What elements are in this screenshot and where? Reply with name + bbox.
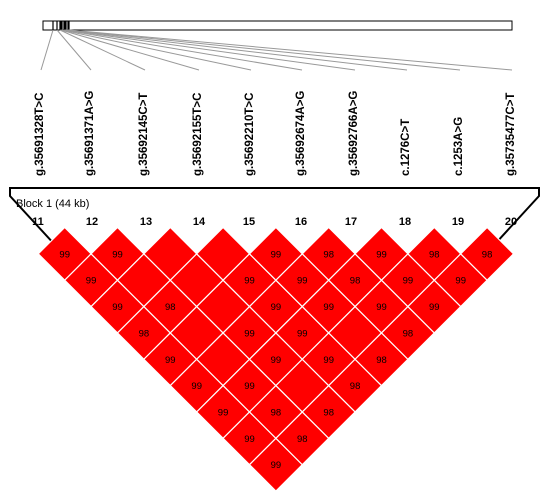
snp-label: c.1253A>G xyxy=(453,117,465,176)
marker-number: 18 xyxy=(399,216,411,228)
ld-value: 98 xyxy=(139,328,150,339)
marker-number: 12 xyxy=(86,216,98,228)
ld-value: 99 xyxy=(244,434,255,445)
snp-label: g.35692210T>C xyxy=(244,93,256,176)
ld-value: 99 xyxy=(244,276,255,287)
marker-number: 13 xyxy=(140,216,152,228)
marker-number: 17 xyxy=(345,216,357,228)
snp-connector-lines xyxy=(40,29,513,71)
ld-value: 98 xyxy=(482,249,493,260)
ld-cells: 99 99 99 98 99 99 99 99 99 99 98 99 98 98 99 99 98 99 99 99… xyxy=(37,226,515,492)
snp-connector-line xyxy=(59,29,146,71)
ld-value: 99 xyxy=(376,249,387,260)
ld-value: 99 xyxy=(165,355,176,366)
snp-connector-line xyxy=(61,29,252,71)
ld-value: 99 xyxy=(271,460,282,471)
ld-value: 99 xyxy=(297,276,308,287)
marker-number: 11 xyxy=(32,216,44,228)
snp-connector-line xyxy=(63,29,303,71)
ld-value: 98 xyxy=(403,328,414,339)
ld-value: 99 xyxy=(323,355,334,366)
snp-connector-line xyxy=(60,29,200,71)
block-title: Block 1 (44 kb) xyxy=(16,198,89,210)
marker-number: 14 xyxy=(193,216,206,228)
ld-value: 98 xyxy=(429,249,440,260)
ld-value: 99 xyxy=(271,302,282,313)
ld-value: 99 xyxy=(86,276,97,287)
snp-position-ticks xyxy=(52,21,70,30)
snp-labels: g.35691328T>C g.35691371A>G g.35692145C>T g… xyxy=(34,91,517,176)
snp-label: g.35735477C>T xyxy=(505,93,517,176)
snp-label: c.1276C>T xyxy=(400,119,412,176)
marker-number: 15 xyxy=(243,216,255,228)
snp-label: g.35691371A>G xyxy=(84,91,96,176)
snp-connector-line xyxy=(40,29,54,71)
ld-value: 99 xyxy=(191,381,202,392)
ld-value: 98 xyxy=(350,276,361,287)
ld-value: 99 xyxy=(271,249,282,260)
ld-value: 99 xyxy=(429,302,440,313)
ld-value: 98 xyxy=(350,381,361,392)
snp-label: g.35692155T>C xyxy=(192,93,204,176)
snp-connector-line xyxy=(65,29,408,71)
marker-number: 20 xyxy=(505,216,517,228)
ld-value: 99 xyxy=(455,276,466,287)
marker-numbers: 11 12 13 14 15 16 17 18 19 20 xyxy=(32,216,517,228)
ld-value: 99 xyxy=(244,381,255,392)
ld-value: 99 xyxy=(218,407,229,418)
ld-cell xyxy=(459,226,515,282)
marker-number: 16 xyxy=(295,216,307,228)
snp-label: g.35692145C>T xyxy=(138,93,150,176)
snp-connector-line xyxy=(68,29,513,71)
ld-value: 98 xyxy=(297,434,308,445)
ld-value: 98 xyxy=(165,302,176,313)
ld-value: 99 xyxy=(59,249,70,260)
ld-value: 98 xyxy=(323,407,334,418)
ld-value: 99 xyxy=(376,302,387,313)
ld-value: 99 xyxy=(112,249,123,260)
ld-value: 98 xyxy=(271,407,282,418)
ld-value: 98 xyxy=(376,355,387,366)
snp-label: g.35691328T>C xyxy=(34,93,46,176)
ld-value: 99 xyxy=(297,328,308,339)
snp-connector-line xyxy=(56,29,92,71)
ld-value: 99 xyxy=(112,302,123,313)
ld-value: 99 xyxy=(403,276,414,287)
genomic-track xyxy=(42,20,513,31)
ld-value: 99 xyxy=(271,355,282,366)
ld-value: 99 xyxy=(244,328,255,339)
ld-value: 99 xyxy=(323,302,334,313)
snp-label: g.35692674A>G xyxy=(295,91,307,176)
snp-connector-line xyxy=(67,29,461,71)
ld-value: 98 xyxy=(323,249,334,260)
marker-number: 19 xyxy=(452,216,464,228)
snp-label: g.35692766A>G xyxy=(348,91,360,176)
snp-connector-line xyxy=(64,29,356,71)
